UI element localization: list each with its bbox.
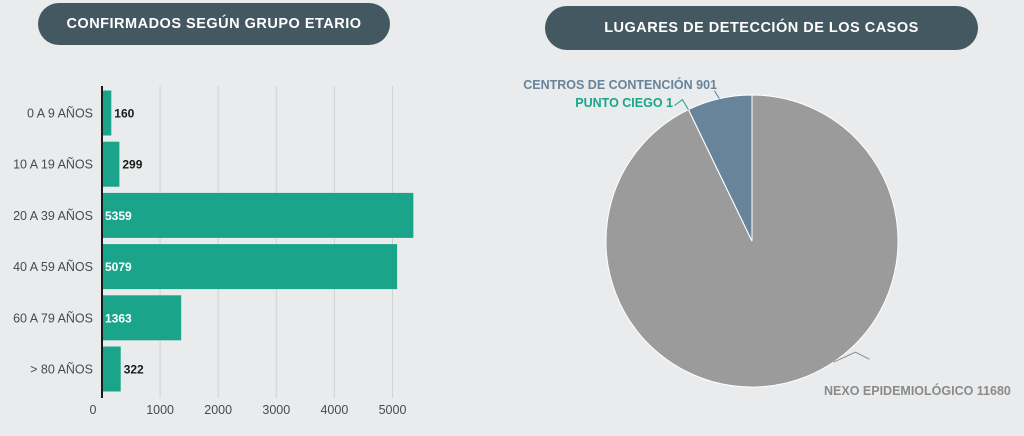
bar bbox=[102, 192, 414, 238]
category-label: 60 A 79 AÑOS bbox=[13, 311, 93, 325]
leader-line bbox=[833, 351, 870, 363]
x-tick-label: 5000 bbox=[379, 403, 407, 417]
pie-slice-label: PUNTO CIEGO 1 bbox=[575, 96, 673, 110]
x-tick-label: 2000 bbox=[204, 403, 232, 417]
pie-chart: NEXO EPIDEMIOLÓGICO 11680 PUNTO CIEGO 1 CE… bbox=[523, 77, 1011, 398]
bar-chart: 0 A 9 AÑOS 160 10 A 19 AÑOS 299 20 A 39 AÑOS… bbox=[13, 86, 414, 417]
category-label: 40 A 59 AÑOS bbox=[13, 260, 93, 274]
category-label: 20 A 39 AÑOS bbox=[13, 209, 93, 223]
bar bbox=[102, 90, 112, 136]
data-label: 299 bbox=[122, 158, 142, 172]
x-tick-label: 0 bbox=[90, 403, 97, 417]
x-tick-label: 1000 bbox=[146, 403, 174, 417]
x-tick-label: 3000 bbox=[262, 403, 290, 417]
bar-chart-title: CONFIRMADOS SEGÚN GRUPO ETARIO bbox=[38, 3, 390, 45]
bar bbox=[102, 244, 398, 290]
bar bbox=[102, 141, 120, 187]
data-label: 5359 bbox=[105, 209, 132, 223]
pie-chart-title: LUGARES DE DETECCIÓN DE LOS CASOS bbox=[545, 6, 978, 50]
category-label: > 80 AÑOS bbox=[30, 363, 93, 377]
data-label: 160 bbox=[114, 107, 134, 121]
data-label: 322 bbox=[124, 363, 144, 377]
x-tick-label: 4000 bbox=[320, 403, 348, 417]
leader-line bbox=[713, 90, 720, 99]
bar bbox=[102, 295, 182, 341]
data-label: 5079 bbox=[105, 260, 132, 274]
category-label: 10 A 19 AÑOS bbox=[13, 158, 93, 172]
category-label: 0 A 9 AÑOS bbox=[27, 107, 93, 121]
leader-line bbox=[674, 98, 689, 110]
pie-slice-label: CENTROS DE CONTENCIÓN 901 bbox=[523, 77, 717, 92]
bar bbox=[102, 346, 121, 392]
pie-slice-label: NEXO EPIDEMIOLÓGICO 11680 bbox=[824, 383, 1011, 398]
data-label: 1363 bbox=[105, 311, 132, 325]
